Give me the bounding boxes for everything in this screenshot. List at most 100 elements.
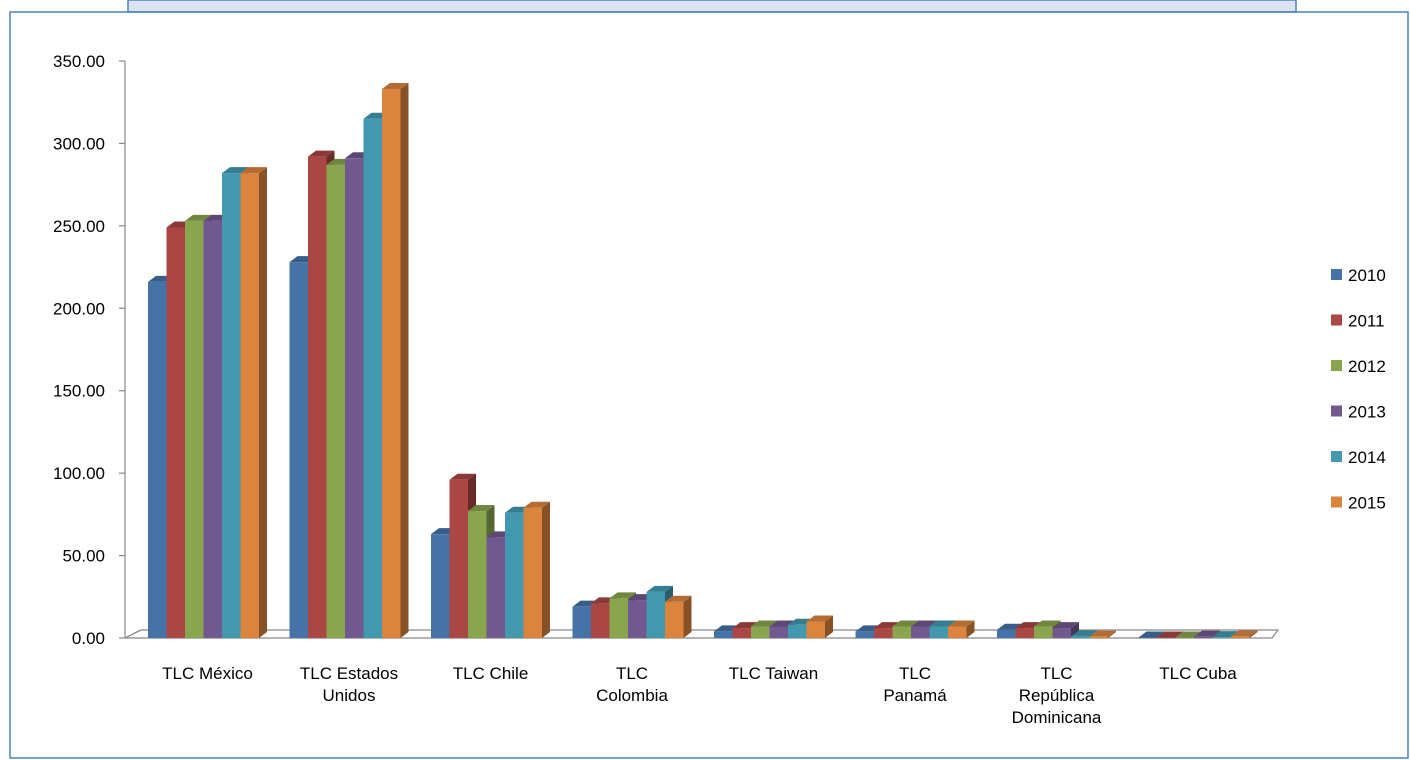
bar-front bbox=[148, 281, 167, 638]
y-tick-label: 150.00 bbox=[53, 382, 105, 401]
bar-front bbox=[166, 227, 185, 638]
bar-front bbox=[769, 626, 788, 638]
legend-label: 2012 bbox=[1348, 357, 1386, 376]
bar-top bbox=[806, 615, 833, 622]
category-label: TLC Taiwan bbox=[729, 664, 818, 683]
category-label-line: TLC bbox=[1040, 664, 1072, 683]
bar-top bbox=[609, 592, 636, 599]
legend-label: 2010 bbox=[1348, 266, 1386, 285]
category-label: TLC República Dominicana bbox=[1012, 664, 1102, 727]
bar-top bbox=[1231, 630, 1258, 637]
y-tick-label: 250.00 bbox=[53, 217, 105, 236]
bar-top bbox=[523, 501, 550, 508]
bar-front bbox=[326, 164, 345, 639]
bar-side bbox=[1071, 622, 1079, 638]
bar-2015-1 bbox=[382, 83, 409, 639]
bar-2015-3 bbox=[665, 595, 692, 638]
bar-front bbox=[892, 626, 911, 638]
bar-top bbox=[646, 585, 673, 592]
category-label-line: Panamá bbox=[883, 686, 947, 705]
top-accent-bar bbox=[127, 0, 1297, 13]
bar-front bbox=[1194, 636, 1213, 638]
bar-front bbox=[486, 537, 505, 638]
legend-item-2013: 2013 bbox=[1331, 403, 1386, 422]
bar-front bbox=[732, 628, 751, 638]
bar-front bbox=[929, 626, 948, 638]
category-label: TLC Chile bbox=[453, 664, 529, 683]
bar-2013-6 bbox=[1052, 622, 1079, 638]
bar-top bbox=[1194, 630, 1221, 637]
bar-2015-4 bbox=[806, 615, 833, 638]
bar-top bbox=[308, 150, 335, 157]
category-label: TLC Cuba bbox=[1159, 664, 1237, 683]
bar-2015-2 bbox=[523, 501, 550, 638]
legend-label: 2014 bbox=[1348, 448, 1386, 467]
category-label-line: TLC bbox=[616, 664, 648, 683]
bar-front bbox=[911, 626, 930, 638]
legend-swatch bbox=[1331, 451, 1342, 462]
bar-2015-6 bbox=[1089, 630, 1116, 638]
bar-side bbox=[683, 595, 692, 638]
bar-front bbox=[345, 158, 364, 638]
bar-top bbox=[665, 595, 692, 602]
bar-front bbox=[628, 600, 647, 638]
legend-label: 2013 bbox=[1348, 403, 1386, 422]
bar-front bbox=[751, 626, 770, 638]
category-label-line: TLC Taiwan bbox=[729, 664, 818, 683]
category-label-line: TLC Estados bbox=[300, 664, 398, 683]
bar-front bbox=[382, 89, 401, 639]
category-label-line: TLC Cuba bbox=[1159, 664, 1237, 683]
bar-top bbox=[222, 167, 249, 174]
bar-side bbox=[966, 620, 975, 638]
bar-front bbox=[505, 512, 524, 638]
bar-front bbox=[185, 220, 204, 638]
legend-item-2011: 2011 bbox=[1331, 312, 1385, 331]
bar-top bbox=[468, 505, 495, 512]
bar-front bbox=[665, 601, 684, 638]
category-label-line: TLC bbox=[899, 664, 931, 683]
bar-front bbox=[855, 631, 874, 638]
floor-depth-edge bbox=[124, 629, 142, 639]
y-tick-label: 100.00 bbox=[53, 464, 105, 483]
bars bbox=[148, 83, 1258, 639]
bar-front bbox=[1052, 628, 1071, 638]
category-label-line: TLC Chile bbox=[453, 664, 529, 683]
bar-2015-0 bbox=[240, 167, 267, 639]
legend: 2010 2011 2012 2013 2014 2015 bbox=[1331, 266, 1386, 513]
legend-swatch bbox=[1331, 496, 1342, 508]
legend-swatch bbox=[1331, 360, 1342, 371]
bar-front bbox=[1157, 637, 1176, 639]
bar-front bbox=[468, 511, 487, 638]
bar-front bbox=[572, 606, 591, 638]
bar-top bbox=[892, 620, 919, 627]
category-label-line: Colombia bbox=[596, 686, 668, 705]
bar-top bbox=[948, 620, 975, 627]
y-tick-label: 0.00 bbox=[72, 629, 105, 648]
bar-front bbox=[1034, 626, 1053, 638]
bar-front bbox=[1212, 637, 1231, 638]
category-label-line: República bbox=[1019, 686, 1095, 705]
bar-front bbox=[806, 621, 825, 638]
bar-top bbox=[751, 620, 778, 627]
category-label-line: Dominicana bbox=[1012, 708, 1102, 727]
legend-item-2015: 2015 bbox=[1331, 494, 1386, 513]
bar-top bbox=[382, 83, 409, 90]
bar-side bbox=[1108, 630, 1116, 638]
bar-front bbox=[874, 628, 893, 638]
category-label: TLC Panamá bbox=[883, 664, 947, 705]
bar-top bbox=[929, 620, 956, 627]
bar-front bbox=[1231, 636, 1250, 638]
bar-front bbox=[1138, 637, 1157, 639]
y-tick-label: 350.00 bbox=[53, 52, 105, 71]
bar-front bbox=[523, 507, 542, 638]
bar-top bbox=[449, 473, 476, 480]
bar-side bbox=[825, 615, 833, 638]
bar-top bbox=[1157, 631, 1184, 638]
y-tick-label: 300.00 bbox=[53, 134, 105, 153]
category-label-line: TLC México bbox=[162, 664, 253, 683]
bar-top bbox=[1138, 631, 1165, 638]
bar-front bbox=[363, 118, 382, 638]
bar-front bbox=[1071, 636, 1090, 638]
bar-2015-7 bbox=[1231, 630, 1258, 638]
